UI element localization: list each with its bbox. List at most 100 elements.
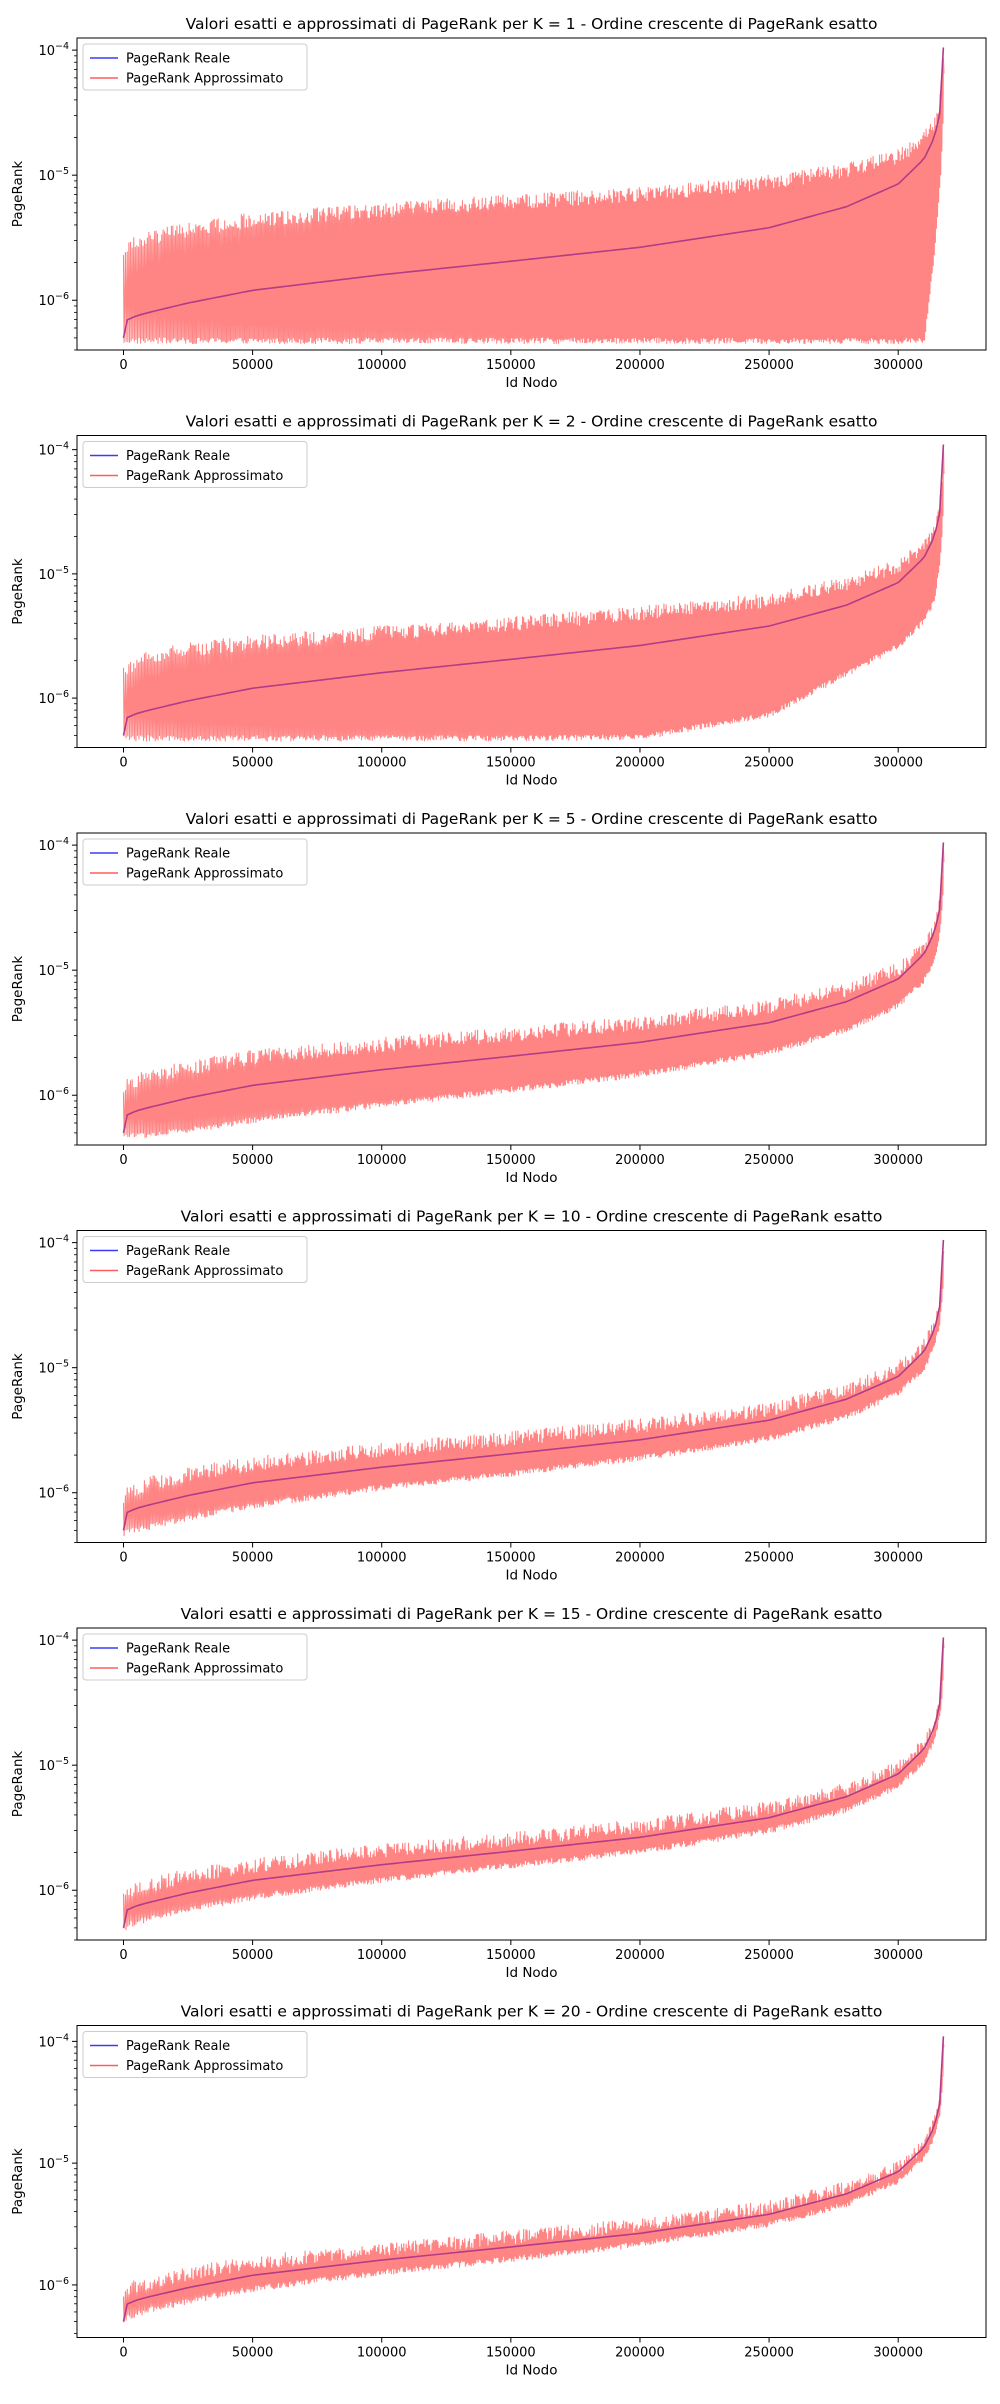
x-tick-label: 150000 [486, 1153, 536, 1168]
legend: PageRank Reale PageRank Approssimato [82, 838, 308, 886]
chart-panel-4: Valori esatti e approssimati di PageRank… [10, 1208, 987, 1584]
x-axis-label: Id Nodo [505, 2363, 557, 2379]
legend: PageRank Reale PageRank Approssimato [82, 2031, 308, 2078]
x-tick-label: 100000 [357, 1948, 407, 1963]
x-tick-label: 0 [119, 1551, 127, 1566]
y-tick-label: 10−5 [38, 1756, 69, 1774]
x-axis-label: Id Nodo [505, 375, 557, 391]
x-tick-label: 50000 [232, 756, 273, 771]
x-tick-label: 200000 [615, 2346, 665, 2361]
x-axis-label: Id Nodo [505, 773, 557, 789]
axes-frame [76, 435, 987, 748]
y-tick-label: 10−6 [38, 1881, 69, 1899]
legend: PageRank Reale PageRank Approssimato [82, 441, 308, 488]
plot-area [122, 842, 945, 1139]
legend-label: PageRank Reale [126, 847, 230, 862]
x-tick-label: 200000 [615, 358, 665, 373]
y-tick-label: 10−5 [38, 2154, 69, 2172]
legend-label: PageRank Approssimato [126, 469, 283, 484]
y-tick-label: 10−4 [38, 2032, 69, 2050]
x-tick-label: 100000 [357, 358, 407, 373]
y-tick-label: 10−6 [38, 1086, 69, 1104]
y-tick-label: 10−5 [38, 1359, 69, 1377]
legend-label: PageRank Approssimato [126, 867, 283, 882]
x-tick-label: 200000 [615, 1551, 665, 1566]
chart-panel-1: Valori esatti e approssimati di PageRank… [10, 15, 987, 391]
y-axis-label: PageRank [10, 558, 26, 625]
x-tick-label: 50000 [232, 1948, 273, 1963]
y-tick-label: 10−4 [38, 836, 69, 854]
chart-title: Valori esatti e approssimati di PageRank… [181, 1208, 883, 1226]
plot-area [122, 2036, 945, 2323]
chart-panel-6: Valori esatti e approssimati di PageRank… [10, 2003, 987, 2379]
legend-label: PageRank Approssimato [126, 1264, 283, 1279]
y-axis-label: PageRank [10, 1353, 26, 1420]
x-axis-label: Id Nodo [505, 1568, 557, 1584]
legend-box [82, 838, 308, 886]
plot-area [122, 1637, 945, 1931]
x-tick-label: 150000 [486, 358, 536, 373]
x-tick-label: 300000 [873, 1153, 923, 1168]
y-axis-label: PageRank [10, 2148, 26, 2215]
x-tick-label: 0 [119, 2346, 127, 2361]
x-tick-label: 50000 [232, 1551, 273, 1566]
y-tick-label: 10−4 [38, 1234, 69, 1252]
axes-frame [76, 2025, 987, 2338]
y-axis-label: PageRank [10, 1751, 26, 1818]
y-tick-label: 10−5 [38, 961, 69, 979]
legend-box [82, 2031, 308, 2078]
series-exact-line [122, 1239, 945, 1531]
series-approx-line [122, 848, 945, 1139]
x-tick-label: 250000 [744, 2346, 794, 2361]
y-tick-label: 10−4 [38, 1631, 69, 1649]
x-axis-label: Id Nodo [505, 1170, 557, 1186]
x-tick-label: 0 [119, 1948, 127, 1963]
x-tick-label: 50000 [232, 1153, 273, 1168]
legend-box [82, 43, 308, 91]
x-tick-label: 200000 [615, 1153, 665, 1168]
series-approx-line [122, 1638, 945, 1931]
legend: PageRank Reale PageRank Approssimato [82, 43, 308, 91]
x-tick-label: 150000 [486, 756, 536, 771]
x-tick-label: 200000 [615, 1948, 665, 1963]
series-exact-line [122, 444, 945, 736]
legend-label: PageRank Approssimato [126, 72, 283, 87]
series-approx-line [122, 445, 945, 742]
x-tick-label: 300000 [873, 358, 923, 373]
axes-frame [76, 832, 987, 1146]
legend-box [82, 1236, 308, 1283]
legend-label: PageRank Approssimato [126, 1662, 283, 1677]
axes-frame [76, 1627, 987, 1941]
chart-title: Valori esatti e approssimati di PageRank… [186, 810, 878, 828]
plot-area [122, 47, 945, 345]
chart-panel-2: Valori esatti e approssimati di PageRank… [10, 413, 987, 789]
chart-title: Valori esatti e approssimati di PageRank… [186, 15, 878, 33]
x-tick-label: 250000 [744, 756, 794, 771]
chart-title: Valori esatti e approssimati di PageRank… [186, 413, 878, 431]
x-tick-label: 250000 [744, 358, 794, 373]
series-approx-line [122, 2042, 945, 2323]
y-axis-label: PageRank [10, 956, 26, 1023]
legend-box [82, 441, 308, 488]
legend-box [82, 1633, 308, 1681]
x-tick-label: 0 [119, 358, 127, 373]
x-tick-label: 100000 [357, 1153, 407, 1168]
x-tick-label: 0 [119, 756, 127, 771]
y-tick-label: 10−5 [38, 565, 69, 583]
plot-area [122, 1239, 945, 1537]
x-tick-label: 150000 [486, 1551, 536, 1566]
y-tick-label: 10−6 [38, 2276, 69, 2294]
legend: PageRank Reale PageRank Approssimato [82, 1236, 308, 1283]
x-tick-label: 50000 [232, 2346, 273, 2361]
x-tick-label: 150000 [486, 1948, 536, 1963]
series-exact-line [122, 2036, 945, 2322]
x-tick-label: 300000 [873, 1948, 923, 1963]
x-tick-label: 250000 [744, 1153, 794, 1168]
legend-label: PageRank Reale [126, 52, 230, 67]
legend-label: PageRank Reale [126, 449, 230, 464]
chart-panel-5: Valori esatti e approssimati di PageRank… [10, 1605, 987, 1981]
x-tick-label: 0 [119, 1153, 127, 1168]
y-tick-label: 10−6 [38, 291, 69, 309]
